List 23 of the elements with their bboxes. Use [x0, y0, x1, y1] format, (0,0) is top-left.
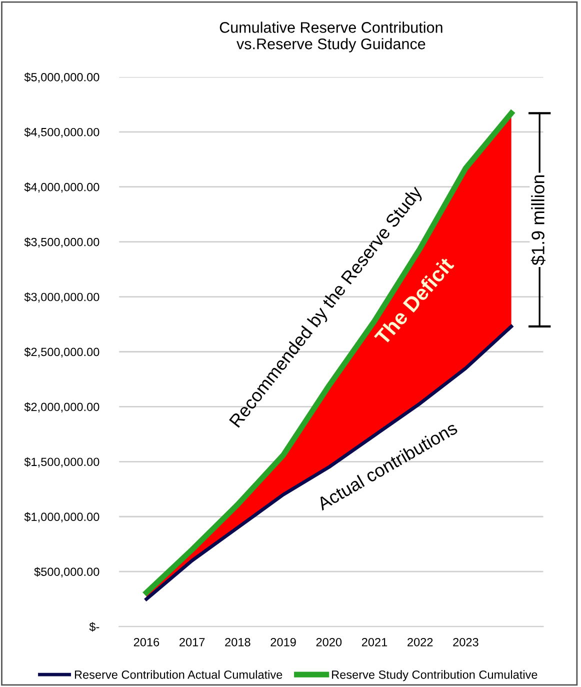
- chart-title: Cumulative Reserve Contribution vs.Reserve Study Guidance: [220, 22, 442, 52]
- y-tick-label: $2,000,000.00: [24, 402, 100, 412]
- annotation: $1.9 million: [530, 175, 546, 266]
- x-tick-label: 2021: [362, 638, 388, 646]
- x-tick-label: 2016: [134, 638, 160, 646]
- x-tick-label: 2023: [453, 638, 478, 646]
- y-tick-label: $1,000,000.00: [24, 512, 100, 522]
- x-tick-label: 2019: [270, 638, 296, 646]
- y-tick-label: $1,500,000.00: [24, 457, 100, 468]
- x-tick-label: 2020: [316, 638, 342, 646]
- legend-label: Reserve Study Contribution Cumulative: [332, 670, 538, 682]
- y-tick-label: $-: [89, 622, 100, 632]
- y-tick-label: $3,000,000.00: [24, 292, 100, 303]
- y-tick-label: $5,000,000.00: [24, 72, 100, 83]
- x-tick-label: 2018: [225, 638, 250, 646]
- x-tick-label: 2017: [180, 638, 205, 646]
- legend-label: Reserve Contribution Actual Cumulative: [74, 670, 282, 679]
- y-tick-label: $500,000.00: [34, 567, 100, 578]
- y-tick-label: $2,500,000.00: [24, 347, 100, 358]
- y-tick-label: $3,500,000.00: [24, 237, 100, 248]
- y-tick-label: $4,000,000.00: [24, 182, 100, 193]
- x-tick-label: 2022: [408, 638, 433, 646]
- y-tick-label: $4,500,000.00: [24, 127, 100, 138]
